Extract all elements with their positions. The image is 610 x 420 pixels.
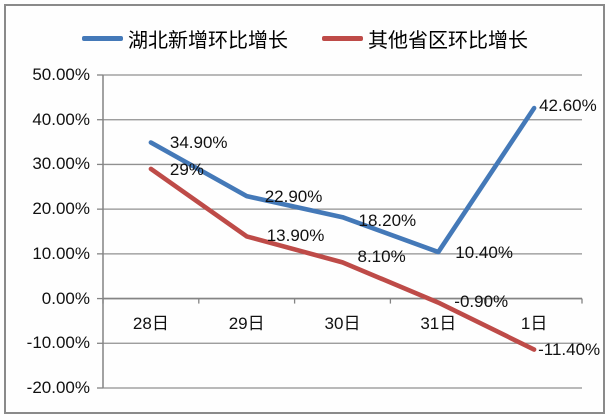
data-label: 34.90%	[169, 132, 228, 152]
data-label: 42.60%	[539, 96, 597, 116]
y-axis-tick-label: 10.00%	[32, 243, 90, 263]
y-axis-tick-label: 30.00%	[32, 154, 90, 174]
legend-label-hubei: 湖北新增环比增长	[128, 29, 288, 52]
data-label: 18.20%	[358, 211, 417, 231]
data-label: -0.90%	[454, 291, 509, 311]
legend-line-swatch-blue	[82, 35, 123, 41]
y-axis-tick-label: 0.00%	[41, 288, 90, 308]
x-axis-tick-label: 31日	[420, 313, 457, 333]
legend-item-other-provinces: 其他省区环比增长	[322, 24, 528, 53]
y-axis-tick-label: 40.00%	[32, 109, 90, 129]
y-axis-tick-label: 20.00%	[32, 199, 90, 219]
data-label: 8.10%	[357, 247, 406, 267]
x-axis-tick-label: 29日	[228, 313, 265, 333]
data-label: 22.90%	[264, 187, 323, 207]
data-label: 13.90%	[266, 226, 325, 246]
data-label: -11.40%	[538, 339, 601, 359]
y-axis-tick-label: 50.00%	[32, 65, 90, 84]
x-axis-tick-label: 28日	[132, 313, 169, 333]
data-label: 29%	[169, 159, 204, 179]
y-axis-tick-label: -20.00%	[26, 378, 90, 397]
x-axis-tick-label: 1日	[520, 313, 548, 333]
data-label: 10.40%	[455, 243, 513, 263]
x-axis-tick-label: 30日	[324, 313, 361, 333]
y-axis-tick-label: -10.00%	[26, 333, 90, 353]
legend-label-other-provinces: 其他省区环比增长	[368, 29, 528, 52]
legend-line-swatch-red	[322, 35, 363, 41]
legend: 湖北新增环比增长 其他省区环比增长	[0, 24, 610, 52]
legend-item-hubei: 湖北新增环比增长	[82, 24, 288, 53]
